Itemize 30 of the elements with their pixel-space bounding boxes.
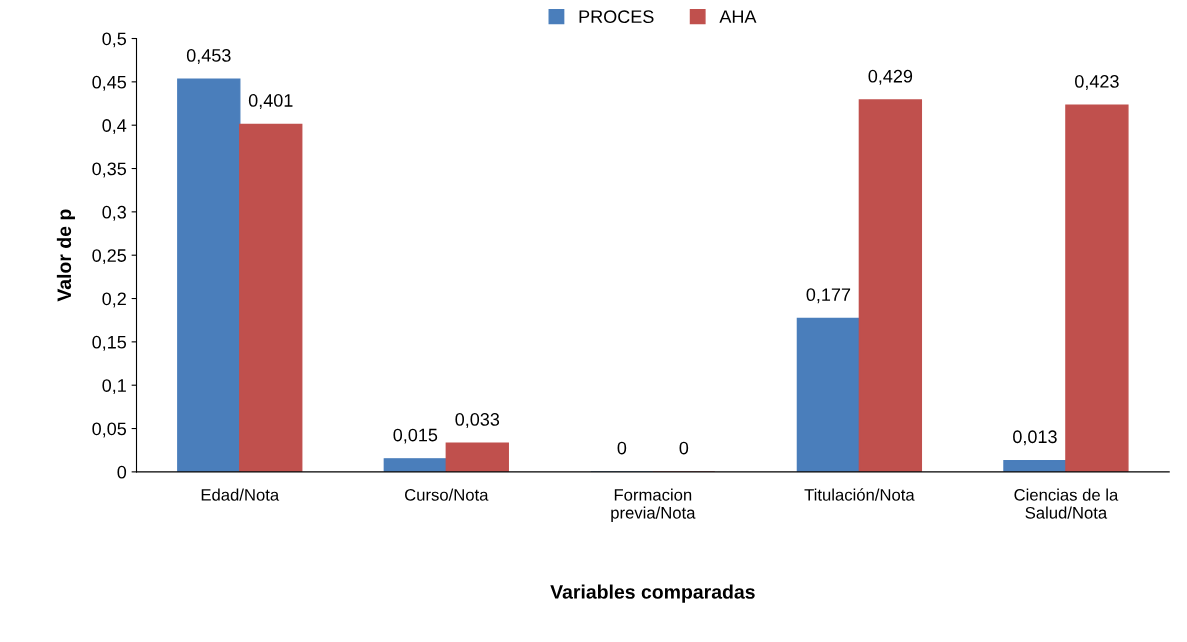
data-label: 0,429 xyxy=(868,69,913,85)
legend-label: AHA xyxy=(719,10,757,23)
data-label: 0,423 xyxy=(1075,75,1119,90)
data-label: 0 xyxy=(617,441,627,455)
data-label: 0,453 xyxy=(186,49,231,64)
data-label: 0,177 xyxy=(806,288,851,304)
y-tick-label: 0,05 xyxy=(92,422,127,438)
x-tick-label: Titulación/Nota xyxy=(804,488,915,501)
y-tick-label: 0,35 xyxy=(92,162,127,178)
x-axis-title: Variables comparadas xyxy=(550,584,755,603)
y-tick-label: 0,25 xyxy=(92,249,127,265)
data-label: 0 xyxy=(679,441,689,455)
y-tick-label: 0,3 xyxy=(102,205,126,221)
x-tick-label: Ciencias de la Salud/Nota xyxy=(1014,488,1119,519)
y-axis-title: Valor de p xyxy=(56,209,75,302)
data-label: 0,013 xyxy=(1013,430,1057,446)
x-tick-label: Curso/Nota xyxy=(405,488,489,501)
data-label: 0,015 xyxy=(393,428,438,444)
y-tick-label: 0,45 xyxy=(92,75,127,91)
x-tick-label: Formacion previa/Nota xyxy=(611,488,696,523)
y-tick-label: 0,1 xyxy=(102,379,126,395)
y-tick-label: 0,2 xyxy=(102,292,126,308)
data-label: 0,033 xyxy=(455,413,500,428)
x-tick-label: Edad/Nota xyxy=(201,488,280,501)
y-tick-label: 0,15 xyxy=(92,335,127,351)
legend-label: PROCES xyxy=(579,10,654,24)
data-label: 0,401 xyxy=(248,94,293,109)
y-tick-label: 0,4 xyxy=(102,119,127,135)
y-tick-label: 0,5 xyxy=(102,32,127,48)
y-tick-label: 0 xyxy=(117,465,127,479)
